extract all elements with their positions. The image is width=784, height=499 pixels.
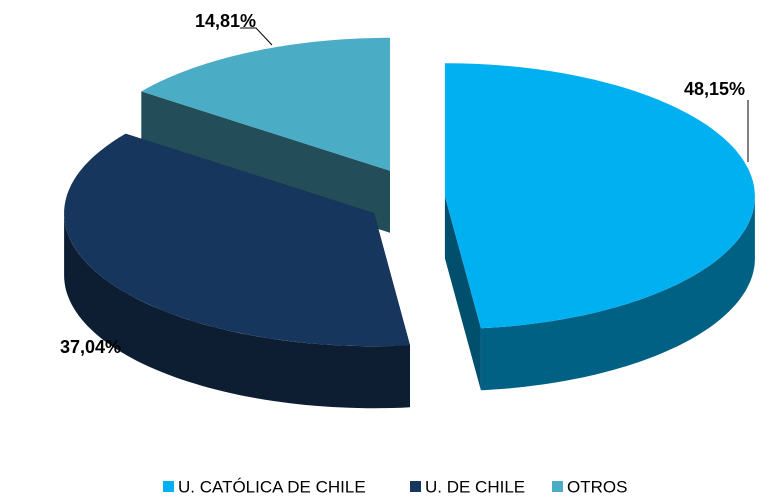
slice-side <box>141 91 390 233</box>
value-label: 14,81% <box>195 11 256 31</box>
legend-swatch <box>410 481 421 492</box>
value-label: 48,15% <box>684 79 745 99</box>
slice-side <box>444 196 481 391</box>
slice <box>64 133 410 347</box>
legend-swatch <box>163 481 174 492</box>
legend-swatch <box>552 481 563 492</box>
slice-side <box>64 213 410 409</box>
legend-label: U. CATÓLICA DE CHILE <box>178 477 366 496</box>
value-label: 37,04% <box>60 337 121 357</box>
slice <box>444 63 755 329</box>
slice <box>141 37 390 171</box>
legend-label: U. DE CHILE <box>425 477 525 496</box>
slice-side <box>480 196 755 391</box>
legend-label: OTROS <box>567 477 627 496</box>
leader-line <box>240 27 273 46</box>
